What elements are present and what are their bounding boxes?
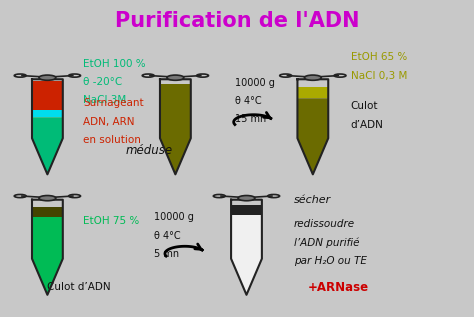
Ellipse shape xyxy=(304,75,321,80)
Text: θ 4°C: θ 4°C xyxy=(154,231,181,241)
Text: θ 4°C: θ 4°C xyxy=(235,96,261,106)
Ellipse shape xyxy=(39,75,56,80)
Text: 15 mn: 15 mn xyxy=(235,114,266,125)
Polygon shape xyxy=(231,215,262,295)
Polygon shape xyxy=(32,217,63,295)
Polygon shape xyxy=(160,84,191,174)
Polygon shape xyxy=(32,110,63,117)
Text: Culot: Culot xyxy=(351,101,378,112)
Text: EtOH 75 %: EtOH 75 % xyxy=(83,216,139,226)
Text: EtOH 100 %: EtOH 100 % xyxy=(83,59,146,69)
Text: l’ADN purifié: l’ADN purifié xyxy=(294,237,359,248)
Text: Surnageant: Surnageant xyxy=(83,98,144,108)
Text: méduse: méduse xyxy=(126,144,173,157)
Text: 10000 g: 10000 g xyxy=(154,212,194,223)
Text: NaCl 0,3 M: NaCl 0,3 M xyxy=(351,71,407,81)
Text: NaCl 3M: NaCl 3M xyxy=(83,95,126,106)
Text: en solution: en solution xyxy=(83,135,141,145)
Text: 10000 g: 10000 g xyxy=(235,78,274,88)
Text: +ARNase: +ARNase xyxy=(308,281,369,294)
Polygon shape xyxy=(32,117,63,174)
Text: redissoudre: redissoudre xyxy=(294,219,355,229)
Polygon shape xyxy=(298,98,328,174)
Ellipse shape xyxy=(238,196,255,201)
Text: 5 mn: 5 mn xyxy=(154,249,179,259)
Polygon shape xyxy=(298,87,328,98)
Text: Purification de l'ADN: Purification de l'ADN xyxy=(115,11,359,31)
Polygon shape xyxy=(231,205,262,215)
Polygon shape xyxy=(32,81,63,110)
Polygon shape xyxy=(32,207,63,217)
Ellipse shape xyxy=(39,196,56,201)
Ellipse shape xyxy=(167,75,184,80)
Text: θ -20°C: θ -20°C xyxy=(83,77,122,87)
Text: sécher: sécher xyxy=(294,195,331,205)
Text: Culot d’ADN: Culot d’ADN xyxy=(47,282,111,292)
Text: par H₂O ou TE: par H₂O ou TE xyxy=(294,256,367,266)
Text: d’ADN: d’ADN xyxy=(351,120,383,130)
Text: EtOH 65 %: EtOH 65 % xyxy=(351,52,407,62)
Text: ADN, ARN: ADN, ARN xyxy=(83,117,135,127)
